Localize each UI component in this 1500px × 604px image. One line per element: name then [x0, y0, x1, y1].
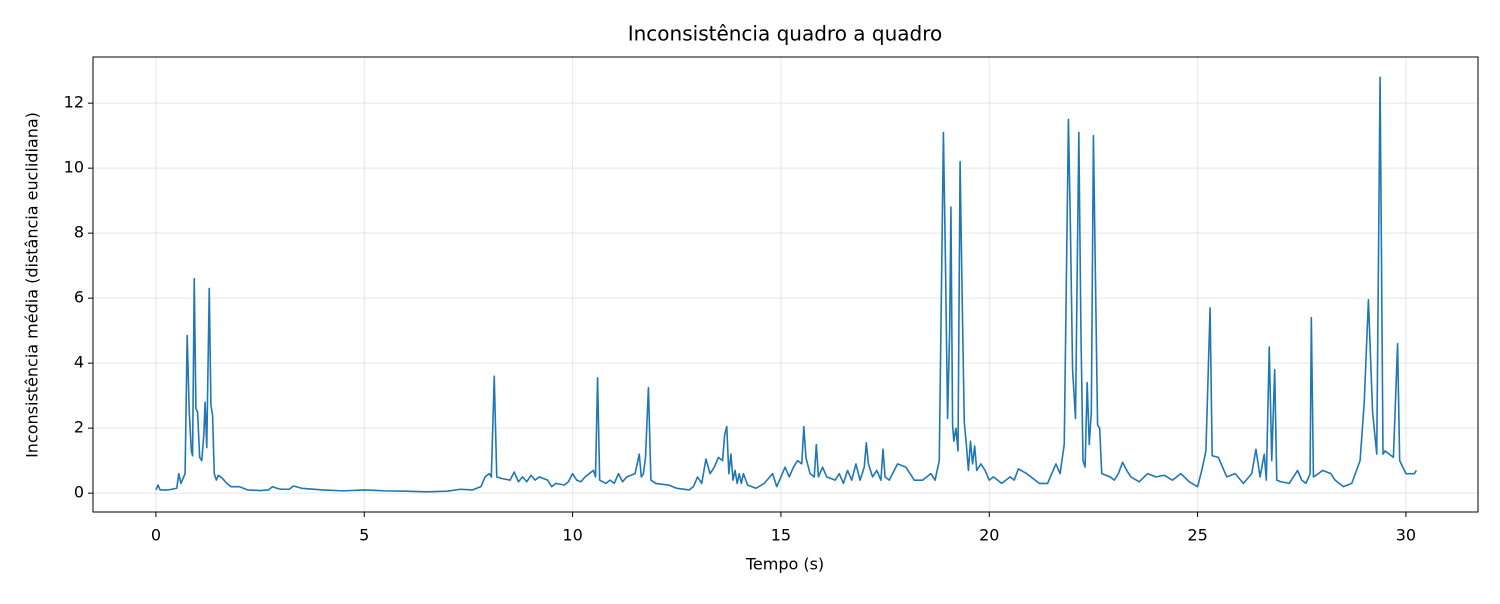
x-tick-label: 15: [771, 526, 791, 545]
plot-frame: [92, 56, 1479, 513]
y-tick-label: 10: [64, 158, 84, 177]
y-axis-label: Inconsistência média (distância euclidia…: [23, 112, 42, 458]
x-tick-label: 25: [1187, 526, 1207, 545]
y-tick-label: 2: [74, 418, 84, 437]
y-tick-label: 12: [64, 93, 84, 112]
y-tick-label: 4: [74, 353, 84, 372]
y-tick-label: 0: [74, 483, 84, 502]
x-tick-label: 30: [1396, 526, 1416, 545]
y-tick-label: 6: [74, 288, 84, 307]
x-tick-label: 5: [359, 526, 369, 545]
chart-title: Inconsistência quadro a quadro: [628, 22, 943, 46]
data-line: [155, 76, 1418, 493]
x-tick-label: 10: [562, 526, 582, 545]
x-tick-label: 0: [151, 526, 161, 545]
y-tick-label: 8: [74, 223, 84, 242]
x-axis-label: Tempo (s): [745, 555, 824, 574]
x-tick-label: 20: [979, 526, 999, 545]
